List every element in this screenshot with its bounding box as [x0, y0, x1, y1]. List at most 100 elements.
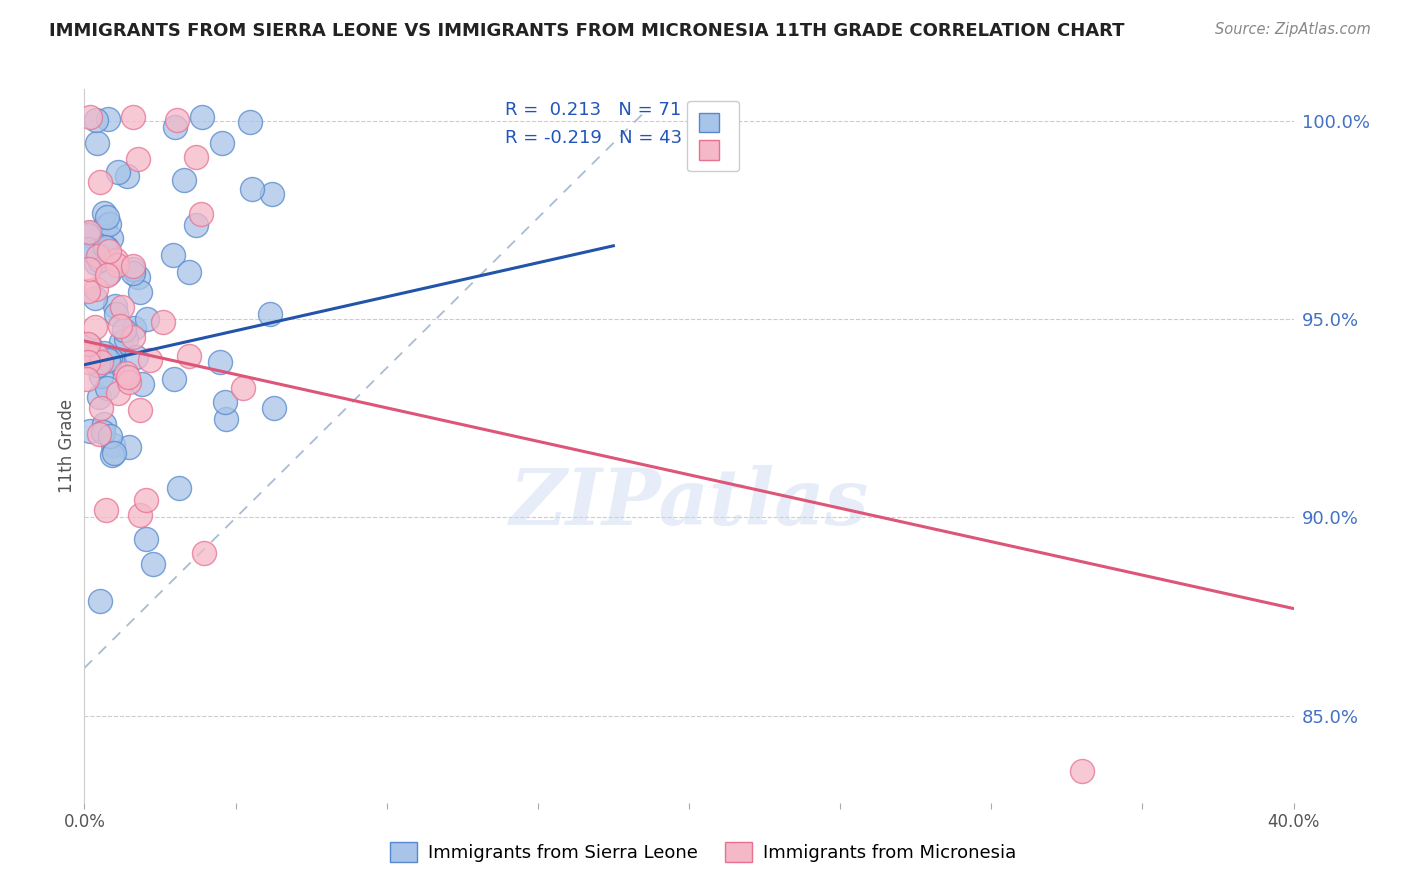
Point [83, 291, 105, 305]
Point [94, 219, 117, 234]
Point [90, 354, 112, 368]
Legend: , : , [688, 101, 740, 171]
Point [93, 417, 115, 432]
Point [79, 226, 101, 240]
Point [131, 376, 153, 391]
Point [84, 282, 107, 296]
Point [121, 259, 143, 273]
Point [239, 115, 262, 129]
Point [79, 225, 101, 239]
Point [103, 355, 125, 369]
Point [115, 366, 138, 380]
Point [96, 353, 118, 368]
Point [108, 318, 131, 333]
Point [104, 299, 127, 313]
Point [101, 438, 124, 452]
Point [121, 330, 143, 344]
Point [118, 376, 141, 390]
Point [135, 493, 157, 508]
Point [240, 182, 263, 196]
Point [214, 395, 236, 409]
Point [1071, 764, 1094, 778]
Point [77, 228, 100, 243]
Point [122, 266, 145, 280]
Legend: Immigrants from Sierra Leone, Immigrants from Micronesia: Immigrants from Sierra Leone, Immigrants… [382, 834, 1024, 870]
Point [86, 348, 108, 362]
Point [129, 403, 152, 417]
Point [103, 445, 125, 459]
Point [179, 350, 201, 364]
Point [166, 113, 188, 128]
Point [115, 332, 138, 346]
Point [121, 111, 143, 125]
Point [135, 533, 157, 547]
Point [173, 173, 195, 187]
Text: ZIPatlas: ZIPatlas [509, 465, 869, 541]
Point [87, 252, 110, 267]
Point [259, 307, 281, 321]
Point [211, 136, 233, 150]
Text: R = -0.219   N = 43: R = -0.219 N = 43 [505, 129, 682, 147]
Point [142, 557, 165, 571]
Point [76, 243, 98, 257]
Point [89, 175, 111, 189]
Point [100, 231, 122, 245]
Point [79, 424, 101, 438]
Point [96, 381, 118, 395]
Point [82, 244, 104, 259]
Point [96, 241, 118, 255]
Point [98, 351, 121, 365]
Point [107, 258, 129, 272]
Point [76, 372, 98, 386]
Point [77, 262, 100, 277]
Point [89, 594, 111, 608]
Point [91, 425, 114, 440]
Point [104, 253, 127, 268]
Point [232, 381, 254, 395]
Point [162, 247, 184, 261]
Point [125, 350, 148, 364]
Point [77, 284, 100, 298]
Point [97, 244, 120, 258]
Point [215, 411, 238, 425]
Point [94, 240, 117, 254]
Point [98, 217, 121, 231]
Point [129, 508, 152, 522]
Point [76, 355, 98, 369]
Text: R =  0.213   N = 71: R = 0.213 N = 71 [505, 101, 682, 119]
Point [87, 249, 110, 263]
Point [84, 112, 107, 127]
Point [167, 481, 190, 495]
Point [139, 353, 162, 368]
Point [87, 426, 110, 441]
Point [93, 346, 115, 360]
Point [111, 300, 134, 314]
Point [86, 358, 108, 372]
Point [163, 120, 186, 134]
Point [90, 369, 112, 384]
Point [117, 440, 139, 454]
Point [117, 169, 139, 184]
Point [101, 448, 124, 462]
Point [77, 337, 100, 351]
Point [122, 262, 145, 277]
Text: Source: ZipAtlas.com: Source: ZipAtlas.com [1215, 22, 1371, 37]
Point [84, 256, 107, 270]
Point [86, 136, 108, 150]
Point [152, 315, 174, 329]
Point [208, 355, 231, 369]
Point [76, 348, 98, 362]
Point [79, 110, 101, 124]
Y-axis label: 11th Grade: 11th Grade [58, 399, 76, 493]
Point [127, 153, 149, 167]
Point [97, 112, 120, 126]
Point [191, 110, 214, 124]
Point [105, 307, 128, 321]
Point [262, 187, 284, 202]
Point [98, 266, 121, 280]
Point [110, 334, 132, 349]
Point [87, 390, 110, 404]
Point [112, 322, 135, 336]
Point [83, 319, 105, 334]
Point [136, 311, 159, 326]
